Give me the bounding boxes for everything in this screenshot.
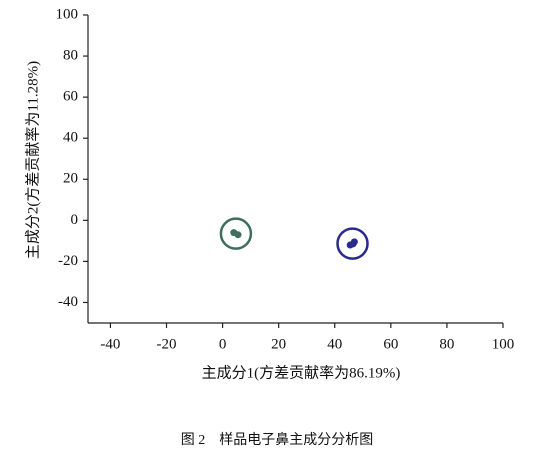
y-axis-label: 主成分2(方差贡献率为11.28%) (24, 61, 41, 259)
x-tick-label: -40 (100, 336, 120, 352)
point (349, 240, 357, 248)
x-tick-label: 0 (219, 336, 227, 352)
y-tick-label: -20 (58, 253, 78, 269)
y-tick-label: 60 (63, 89, 78, 105)
x-tick-label: 60 (383, 336, 398, 352)
y-tick-label: -40 (58, 294, 78, 310)
y-tick-label: 40 (63, 130, 78, 146)
x-axis-label: 主成分1(方差贡献率为86.19%) (202, 364, 401, 381)
caption: 图 2 样品电子鼻主成分分析图 (181, 431, 374, 448)
y-tick-label: 100 (56, 6, 79, 22)
cluster-ellipse (219, 217, 253, 250)
x-tick-label: 20 (271, 336, 286, 352)
x-tick-label: -20 (157, 336, 177, 352)
x-tick-label: 40 (327, 336, 342, 352)
y-tick-label: 80 (63, 48, 78, 64)
cluster-ellipse (336, 227, 369, 260)
point (234, 231, 242, 239)
y-tick-label: 0 (71, 212, 79, 228)
x-tick-label: 80 (439, 336, 454, 352)
x-tick-label: 100 (492, 336, 515, 352)
y-tick-label: 20 (63, 171, 78, 187)
